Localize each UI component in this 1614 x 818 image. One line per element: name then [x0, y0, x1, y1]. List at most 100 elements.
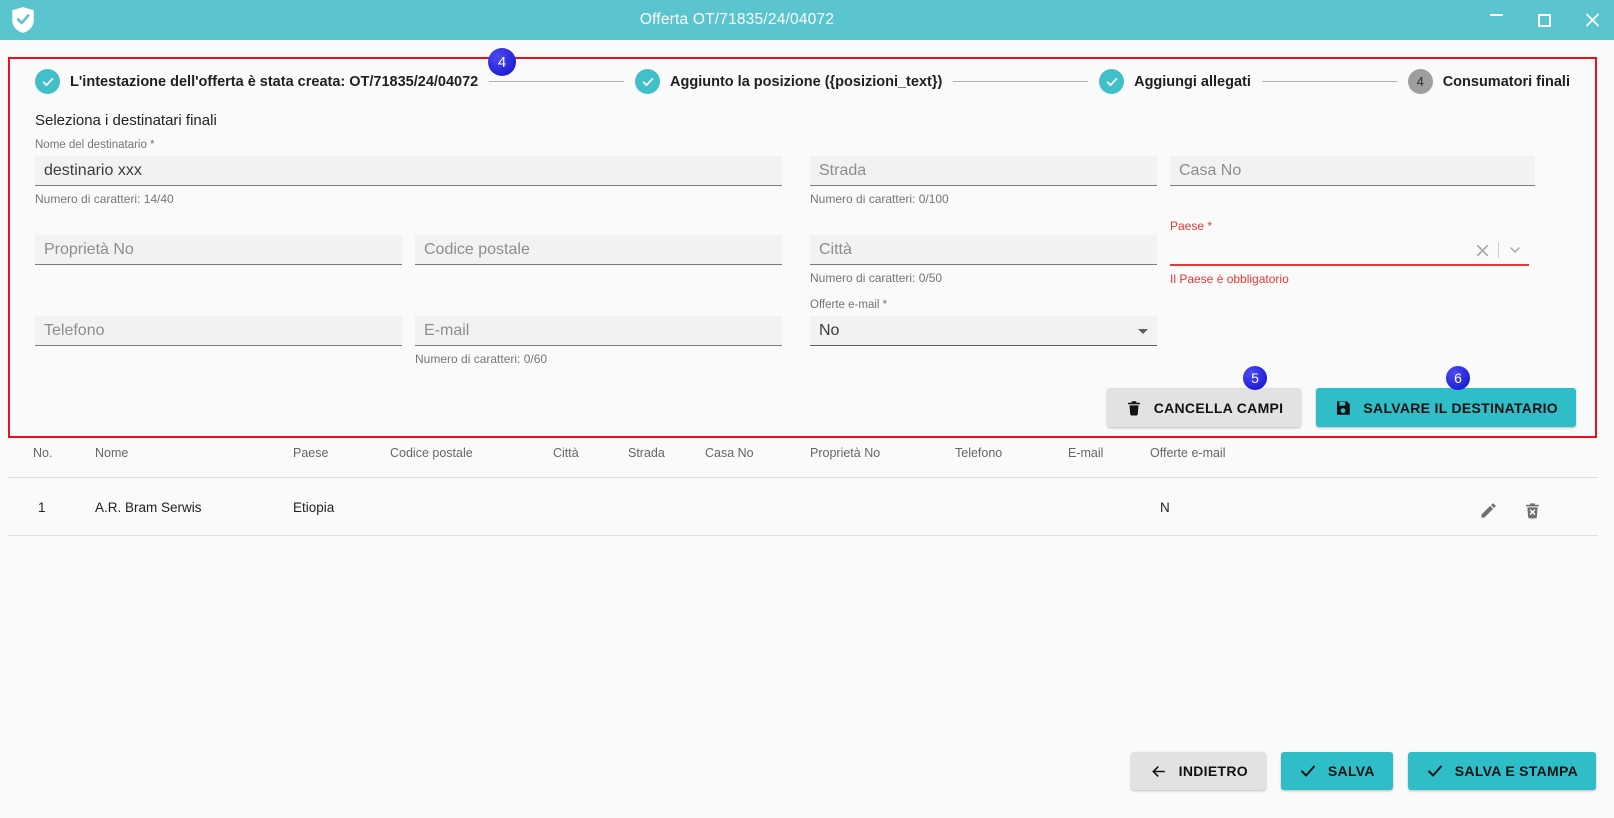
char-count-hint: Numero di caratteri: 0/50	[810, 271, 943, 285]
country-select[interactable]	[1170, 236, 1529, 266]
col-header-casa-no: Casa No	[705, 446, 754, 460]
divider	[8, 477, 1598, 478]
trash-icon	[1127, 400, 1140, 416]
city-input[interactable]	[810, 235, 1157, 265]
house-no-input[interactable]	[1170, 156, 1535, 186]
minimize-icon	[1490, 13, 1503, 16]
final-consumers-panel: L'intestazione dell'offerta è stata crea…	[8, 57, 1597, 438]
clear-fields-label: CANCELLA CAMPI	[1153, 399, 1284, 416]
email-offers-label: Offerte e-mail *	[810, 299, 888, 311]
maximize-icon	[1538, 13, 1551, 27]
postal-code-input[interactable]	[415, 235, 782, 265]
postal-code-field	[415, 235, 782, 265]
save-recipient-label: SALVARE IL DESTINATARIO	[1363, 399, 1558, 416]
street-field: Numero di caratteri: 0/100	[810, 156, 1157, 206]
email-offers-value: No	[819, 321, 840, 339]
recipient-name-input[interactable]	[35, 156, 782, 186]
annotation-badge-5: 5	[1243, 366, 1267, 390]
col-header-nome: Nome	[95, 446, 129, 460]
section-title: Seleziona i destinatari finali	[35, 112, 217, 129]
step-label: Aggiungi allegati	[1134, 73, 1251, 90]
delete-row-button[interactable]	[1520, 498, 1544, 522]
col-header-proprieta-no: Proprietà No	[810, 446, 881, 460]
country-error-text: Il Paese è obbligatorio	[1170, 272, 1289, 286]
recipient-name-label: Nome del destinatario *	[35, 139, 155, 151]
stepper-connector	[489, 81, 625, 82]
window-controls	[1489, 0, 1600, 40]
step-attachments[interactable]: Aggiungi allegati	[1099, 69, 1251, 94]
save-icon	[1337, 400, 1351, 415]
back-button[interactable]: INDIETRO	[1130, 752, 1266, 790]
check-circle-icon	[1099, 69, 1125, 94]
divider	[1498, 242, 1499, 258]
clear-fields-button[interactable]: CANCELLA CAMPI	[1106, 388, 1302, 427]
property-no-field	[35, 235, 402, 265]
col-header-email: E-mail	[1068, 446, 1104, 460]
email-field: Numero di caratteri: 0/60	[415, 316, 782, 366]
email-offers-select[interactable]: No	[810, 316, 1157, 346]
chevron-down-icon[interactable]	[1507, 242, 1523, 258]
annotation-badge-6: 6	[1446, 366, 1470, 390]
country-field: Paese * Il Paese è obbligatorio	[1170, 219, 1529, 286]
cell-no: 1	[38, 500, 46, 515]
dropdown-arrow-icon	[1138, 329, 1148, 334]
check-icon	[1427, 765, 1442, 777]
arrow-left-icon	[1151, 765, 1165, 777]
stepper-connector	[953, 81, 1089, 82]
back-label: INDIETRO	[1178, 763, 1248, 779]
save-label: SALVA	[1327, 763, 1375, 779]
house-no-field	[1170, 156, 1535, 186]
col-header-offerte-email: Offerte e-mail	[1150, 446, 1226, 460]
stepper: L'intestazione dell'offerta è stata crea…	[10, 69, 1595, 94]
shield-check-icon	[12, 7, 34, 33]
maximize-button[interactable]	[1537, 13, 1552, 28]
char-count-hint: Numero di caratteri: 0/60	[415, 352, 548, 366]
cell-offerte-email: N	[1160, 500, 1170, 515]
step-final-consumers[interactable]: 4 Consumatori finali	[1407, 69, 1570, 94]
col-header-strada: Strada	[628, 446, 665, 460]
email-offers-field: Offerte e-mail * No	[810, 299, 1157, 346]
save-button[interactable]: SALVA	[1280, 752, 1393, 790]
pencil-icon	[1480, 502, 1496, 518]
col-header-codice: Codice postale	[390, 446, 473, 460]
property-no-input[interactable]	[35, 235, 402, 265]
street-input[interactable]	[810, 156, 1157, 186]
step-label: L'intestazione dell'offerta è stata crea…	[70, 73, 479, 90]
col-header-no: No.	[33, 446, 53, 460]
trash-x-icon	[1525, 502, 1539, 518]
phone-field	[35, 316, 402, 346]
col-header-paese: Paese	[293, 446, 329, 460]
recipient-name-field: Nome del destinatario * Numero di caratt…	[35, 139, 782, 206]
step-header-created[interactable]: L'intestazione dell'offerta è stata crea…	[35, 69, 478, 94]
cell-paese: Etiopia	[293, 500, 335, 515]
col-header-telefono: Telefono	[955, 446, 1003, 460]
save-print-button[interactable]: SALVA E STAMPA	[1407, 752, 1596, 790]
char-count-hint: Numero di caratteri: 0/100	[810, 192, 949, 206]
close-icon	[1586, 13, 1599, 27]
step-number-circle: 4	[1407, 69, 1433, 94]
col-header-citta: Città	[553, 446, 579, 460]
char-count-hint: Numero di caratteri: 14/40	[35, 192, 174, 206]
step-position-added[interactable]: Aggiunto la posizione ({posizioni_text})	[635, 69, 942, 94]
step-label: Aggiunto la posizione ({posizioni_text})	[670, 73, 943, 90]
country-label: Paese *	[1170, 219, 1213, 233]
check-icon	[1300, 765, 1315, 777]
save-print-label: SALVA E STAMPA	[1454, 763, 1578, 779]
email-input[interactable]	[415, 316, 782, 346]
edit-row-button[interactable]	[1476, 498, 1500, 522]
stepper-connector	[1261, 81, 1397, 82]
city-field: Numero di caratteri: 0/50	[810, 235, 1157, 285]
window-title: Offerta OT/71835/24/04072	[639, 11, 835, 28]
clear-icon[interactable]	[1475, 243, 1490, 258]
save-recipient-button[interactable]: SALVARE IL DESTINATARIO	[1316, 388, 1576, 427]
annotation-badge-4: 4	[488, 48, 516, 76]
minimize-button[interactable]	[1489, 13, 1504, 28]
phone-input[interactable]	[35, 316, 402, 346]
footer-actions: INDIETRO SALVA SALVA E STAMPA	[1130, 752, 1596, 790]
close-button[interactable]	[1585, 13, 1600, 28]
cell-nome: A.R. Bram Serwis	[95, 500, 202, 515]
divider	[8, 535, 1598, 536]
check-circle-icon	[635, 69, 661, 94]
check-circle-icon	[35, 69, 60, 94]
